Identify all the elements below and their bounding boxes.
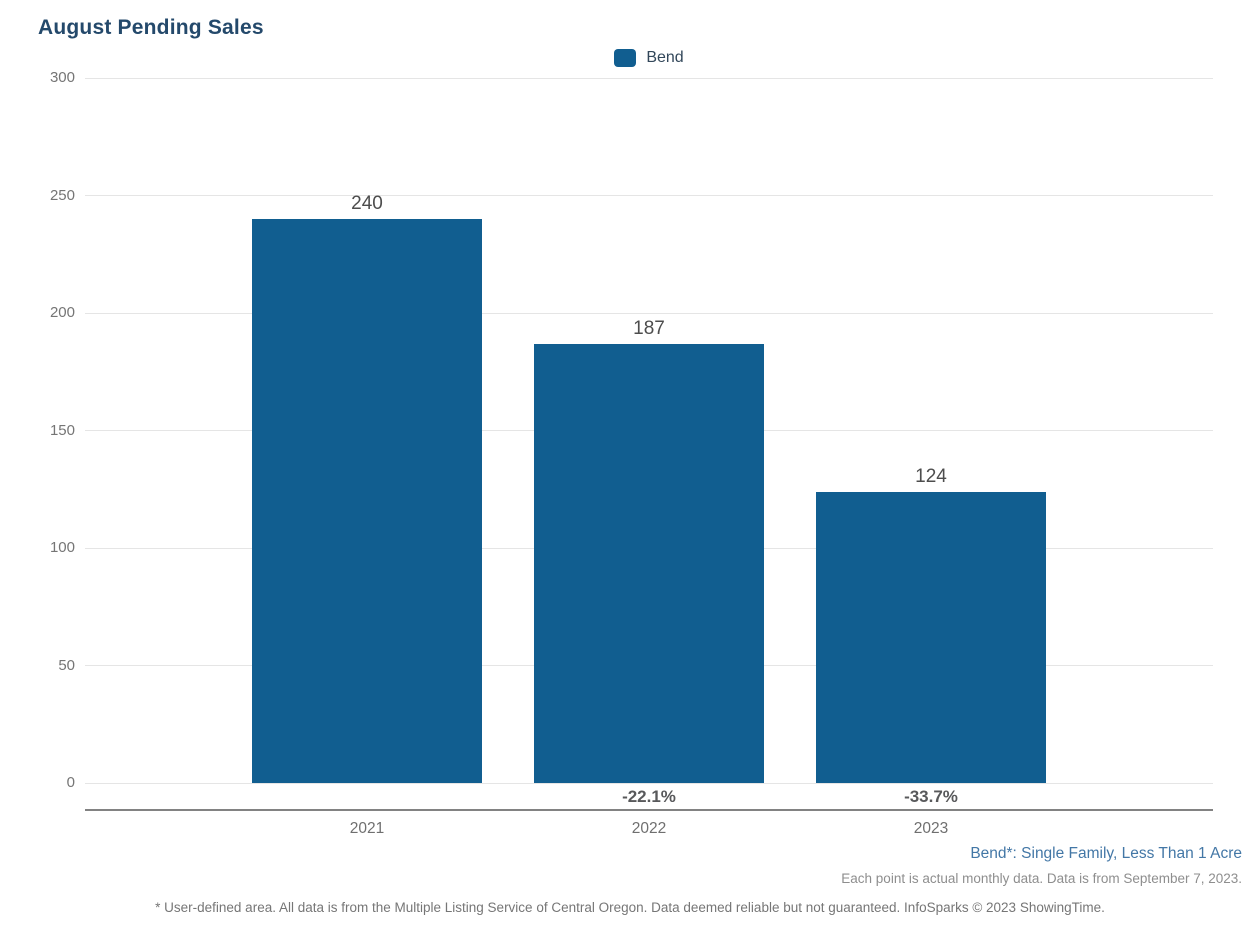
disclaimer-footnote: * User-defined area. All data is from th… (155, 900, 1105, 915)
y-axis-tick-label: 250 (49, 186, 75, 204)
x-axis-line (85, 809, 1213, 811)
gridline-y-200 (85, 312, 1213, 314)
y-axis-tick-label: 300 (49, 69, 75, 86)
bar-2023[interactable] (816, 491, 1046, 783)
bar-value-label: 124 (915, 465, 947, 487)
series-definition-footnote: Bend*: Single Family, Less Than 1 Acre (970, 845, 1242, 862)
legend-swatch-icon (614, 49, 637, 67)
gridline-y-300 (85, 77, 1213, 79)
bar-value-label: 240 (351, 193, 383, 214)
y-axis-tick-label: 150 (49, 421, 75, 439)
y-axis-tick-label: 100 (49, 539, 75, 556)
pct-change-label: -22.1% (622, 787, 676, 806)
chart-title: August Pending Sales (38, 16, 264, 39)
y-axis-tick-label: 50 (58, 656, 75, 674)
y-axis-tick-label: 0 (66, 774, 75, 791)
bar-value-label: 187 (633, 317, 665, 339)
gridline-y-0 (85, 782, 1213, 784)
x-axis-tick-label: 2021 (349, 820, 385, 837)
legend[interactable]: Bend (85, 47, 1213, 69)
x-axis-tick-label: 2023 (913, 820, 949, 837)
y-axis-tick-label: 200 (49, 304, 75, 321)
legend-label: Bend (646, 49, 684, 66)
pct-change-label: -33.7% (904, 787, 958, 806)
gridline-y-250 (85, 195, 1213, 196)
x-axis-tick-label: 2022 (631, 820, 667, 837)
bar-2022[interactable] (534, 343, 764, 783)
data-note-footnote: Each point is actual monthly data. Data … (841, 871, 1242, 886)
bar-2021[interactable] (252, 219, 482, 783)
